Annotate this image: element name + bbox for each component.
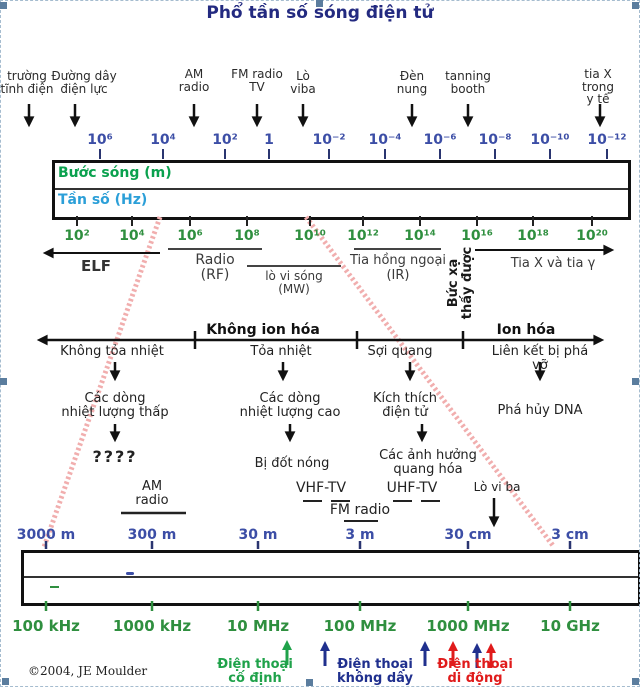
radio-wavelength: 300 m bbox=[127, 527, 177, 543]
radio-frequency-ticks bbox=[44, 601, 572, 611]
band-markers bbox=[42, 244, 615, 267]
wavelength-value: 10⁻⁸ bbox=[478, 132, 512, 148]
effect-arrows bbox=[109, 362, 546, 443]
selection-handle[interactable] bbox=[632, 2, 639, 9]
frequency-value: 10²⁰ bbox=[576, 228, 608, 244]
effect-unknown: ???? bbox=[92, 447, 138, 466]
radio-band-uhf-tv: UHF-TV bbox=[386, 480, 438, 496]
frequency-value: 10¹⁴ bbox=[404, 228, 436, 244]
effect-dna-damage: Phá hủy DNA bbox=[497, 403, 583, 418]
radio-wavelength: 30 cm bbox=[444, 527, 492, 543]
radio-frequency: 100 MHz bbox=[323, 617, 397, 635]
effect-being-heated: Bị đốt nóng bbox=[254, 456, 330, 471]
top-annotation-arrows bbox=[23, 104, 606, 128]
selection-handle[interactable] bbox=[632, 378, 639, 385]
radio-band-microwave: Lò vi ba bbox=[473, 480, 521, 494]
frequency-value: 10¹⁶ bbox=[461, 228, 493, 244]
frequency-value: 10⁴ bbox=[119, 228, 145, 244]
label-cordless-phone: Điện thoại không dây bbox=[336, 657, 414, 686]
effect-photochemical: Các ảnh hưởng quang hóa bbox=[379, 448, 477, 477]
frequency-value: 10⁶ bbox=[177, 228, 203, 244]
radio-wavelength: 3 m bbox=[345, 527, 375, 543]
wavelength-value: 10⁻⁴ bbox=[368, 132, 402, 148]
label-ionizing: Ion hóa bbox=[496, 322, 556, 338]
annotation-tanning-booth: tanning booth bbox=[445, 69, 491, 96]
label-non-ionizing: Không ion hóa bbox=[206, 322, 320, 338]
stray-mark-green bbox=[50, 586, 59, 588]
annotation-static-field: trường tĩnh điện bbox=[0, 69, 54, 96]
frequency-ticks bbox=[76, 216, 593, 226]
page-title: Phổ tần số sóng điện tử bbox=[206, 3, 434, 23]
effect-low-energy-currents: Các dòng nhiệt lượng thấp bbox=[61, 391, 169, 420]
selection-handle[interactable] bbox=[632, 678, 639, 685]
band-infrared: Tia hồng ngoại (IR) bbox=[349, 253, 447, 283]
annotation-microwave-oven: Lò viba bbox=[290, 69, 316, 96]
main-bar-divider bbox=[55, 188, 628, 190]
annotation-am-radio: AM radio bbox=[178, 67, 210, 94]
frequency-unit-label: Tần số (Hz) bbox=[58, 192, 148, 208]
ionization-axis bbox=[36, 331, 605, 349]
radio-frequency: 100 kHz bbox=[12, 617, 80, 635]
wavelength-value: 10⁻² bbox=[312, 132, 346, 148]
frequency-value: 10¹² bbox=[347, 228, 379, 244]
wavelength-unit-label: Bước sóng (m) bbox=[58, 165, 172, 181]
wavelength-value: 10⁴ bbox=[150, 132, 176, 148]
band-microwave: lò vi sóng (MW) bbox=[265, 269, 323, 296]
wavelength-value: 10² bbox=[212, 132, 238, 148]
frequency-value: 10² bbox=[64, 228, 90, 244]
radio-wavelength: 30 m bbox=[238, 527, 278, 543]
annotation-medical-xray: tia X trong y tế bbox=[582, 67, 614, 106]
radio-frequency: 10 MHz bbox=[226, 617, 290, 635]
band-xray-gamma: Tia X và tia γ bbox=[510, 256, 596, 271]
wavelength-value: 10⁻⁶ bbox=[423, 132, 457, 148]
main-spectrum-bar bbox=[52, 160, 631, 220]
wavelength-value: 10⁶ bbox=[87, 132, 113, 148]
selection-handle[interactable] bbox=[0, 2, 7, 9]
effect-heating: Tỏa nhiệt bbox=[250, 344, 312, 359]
radio-frequency: 10 GHz bbox=[540, 617, 600, 635]
effect-no-heating: Không tỏa nhiệt bbox=[60, 344, 164, 359]
annotation-fm-radio-tv: FM radio TV bbox=[231, 67, 283, 94]
pink-zoom-lines bbox=[41, 215, 556, 549]
effect-optical-fiber: Sợi quang bbox=[367, 344, 433, 359]
annotation-heat-lamp: Đèn nung bbox=[396, 69, 428, 96]
annotation-power-lines: Đường dây điện lực bbox=[51, 69, 117, 96]
radio-band-underlines bbox=[121, 498, 500, 528]
label-fixed-phone: Điện thoại cố định bbox=[217, 657, 293, 686]
stray-mark-blue bbox=[126, 572, 134, 575]
band-visible: Bức xạ thấy được bbox=[446, 246, 475, 320]
effect-electron-excitation: Kích thích điện tử bbox=[373, 391, 437, 420]
radio-zoom-bar bbox=[21, 550, 640, 606]
selection-handle[interactable] bbox=[316, 0, 323, 7]
selection-handle[interactable] bbox=[0, 378, 7, 385]
copyright-notice: ©2004, JE Moulder bbox=[28, 664, 148, 678]
wavelength-value: 1 bbox=[264, 132, 274, 148]
label-mobile-phone: Điện thoại di động bbox=[437, 657, 513, 686]
radio-wavelength: 3000 m bbox=[16, 527, 76, 543]
frequency-value: 10¹⁰ bbox=[294, 228, 326, 244]
effect-high-energy-currents: Các dòng nhiệt lượng cao bbox=[239, 391, 341, 420]
radio-band-fm-radio: FM radio bbox=[329, 502, 391, 518]
wavelength-value: 10⁻¹⁰ bbox=[530, 132, 570, 148]
effect-bonds-broken: Liên kết bị phá vỡ bbox=[491, 344, 589, 373]
phone-arrows bbox=[282, 640, 496, 668]
selection-handle[interactable] bbox=[2, 678, 9, 685]
selection-handle[interactable] bbox=[306, 679, 313, 686]
frequency-value: 10⁸ bbox=[234, 228, 260, 244]
radio-wavelength-ticks bbox=[44, 541, 572, 549]
radio-wavelength: 3 cm bbox=[551, 527, 589, 543]
band-elf: ELF bbox=[80, 257, 112, 275]
wavelength-value: 10⁻¹² bbox=[587, 132, 627, 148]
wavelength-ticks bbox=[99, 149, 608, 159]
radio-frequency: 1000 kHz bbox=[112, 617, 192, 635]
radio-frequency: 1000 MHz bbox=[426, 617, 510, 635]
radio-band-am: AM radio bbox=[135, 479, 169, 508]
frequency-value: 10¹⁸ bbox=[517, 228, 549, 244]
radio-band-vhf-tv: VHF-TV bbox=[295, 480, 347, 496]
radio-bar-divider bbox=[24, 576, 638, 578]
band-radio: Radio (RF) bbox=[195, 252, 235, 283]
